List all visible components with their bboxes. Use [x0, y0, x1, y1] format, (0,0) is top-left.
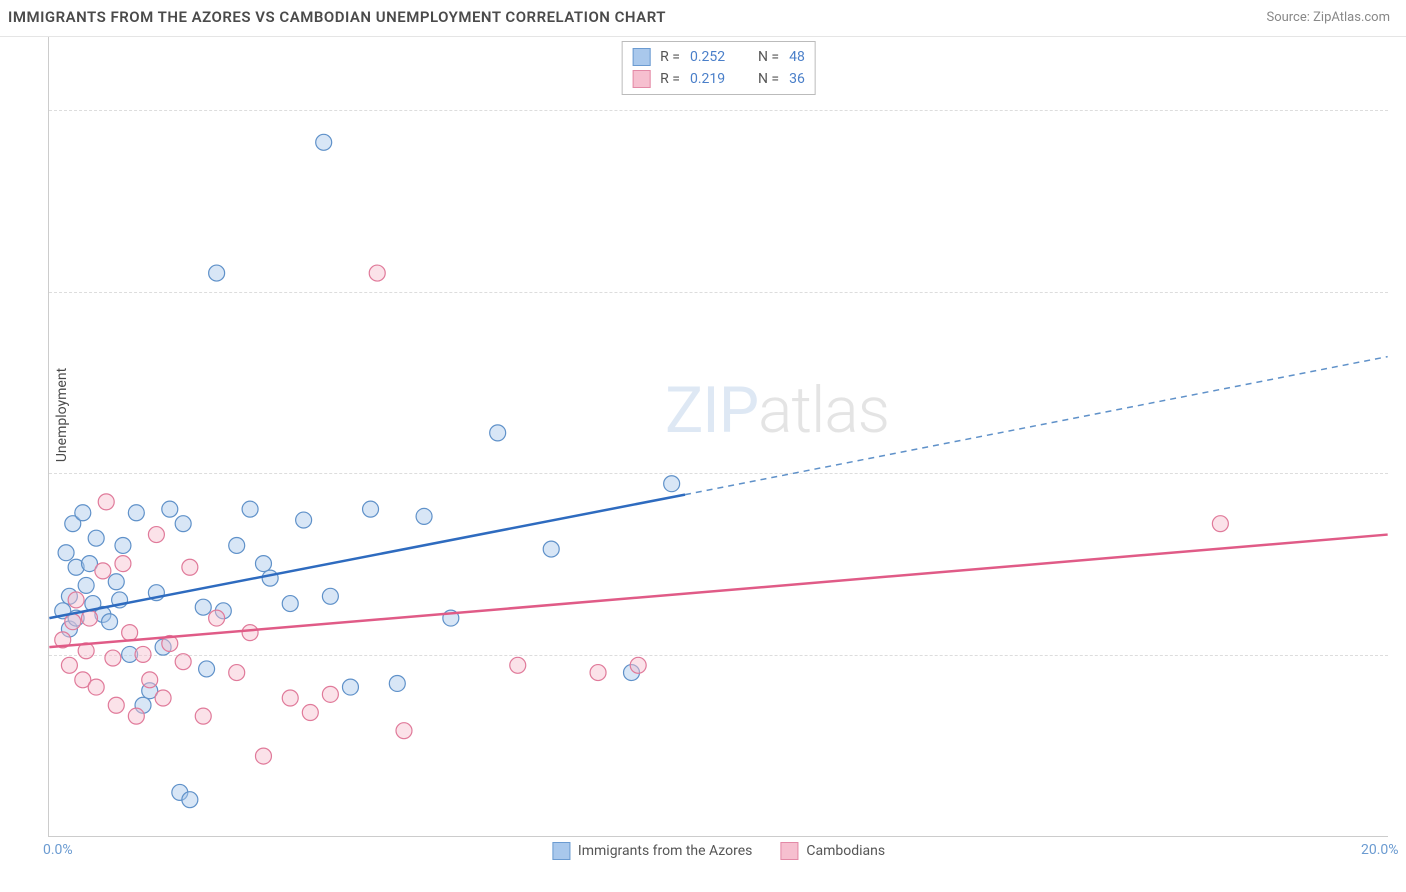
n-label: N = [758, 49, 779, 65]
legend-swatch [552, 842, 570, 860]
data-point [389, 675, 405, 691]
legend-series-item: Cambodians [780, 842, 885, 860]
data-point [182, 792, 198, 808]
n-value: 48 [789, 49, 805, 65]
data-point [182, 559, 198, 575]
data-point [396, 723, 412, 739]
header-bar: IMMIGRANTS FROM THE AZORES VS CAMBODIAN … [0, 0, 1406, 37]
data-point [68, 592, 84, 608]
data-point [128, 708, 144, 724]
data-point [543, 541, 559, 557]
data-point [590, 665, 606, 681]
data-point [316, 134, 332, 150]
data-point [229, 665, 245, 681]
data-point [209, 610, 225, 626]
x-tick-label: 20.0% [1361, 842, 1399, 858]
source-name: ZipAtlas.com [1313, 10, 1390, 25]
legend-swatch [632, 70, 650, 88]
data-point [302, 705, 318, 721]
data-point [242, 625, 258, 641]
data-point [195, 599, 211, 615]
data-point [490, 425, 506, 441]
data-point [102, 614, 118, 630]
data-point [296, 512, 312, 528]
data-point [209, 265, 225, 281]
data-point [282, 596, 298, 612]
legend-series-item: Immigrants from the Azores [552, 842, 752, 860]
data-point [148, 527, 164, 543]
trend-line-extension [685, 357, 1388, 495]
data-point [262, 570, 278, 586]
legend-series-label: Cambodians [806, 843, 885, 859]
legend-correlation: R = 0.252 N = 48 R = 0.219 N = 36 [621, 41, 816, 95]
legend-swatch [632, 48, 650, 66]
data-point [175, 516, 191, 532]
legend-swatch [780, 842, 798, 860]
data-point [88, 530, 104, 546]
data-point [58, 545, 74, 561]
data-point [255, 748, 271, 764]
data-point [75, 505, 91, 521]
source-prefix: Source: [1266, 10, 1313, 25]
data-point [142, 672, 158, 688]
data-point [105, 650, 121, 666]
n-value: 36 [789, 71, 805, 87]
data-point [242, 501, 258, 517]
data-point [108, 574, 124, 590]
data-point [229, 537, 245, 553]
data-point [155, 690, 171, 706]
data-point [128, 505, 144, 521]
data-point [78, 577, 94, 593]
data-point [162, 501, 178, 517]
r-label: R = [660, 71, 680, 87]
r-label: R = [660, 49, 680, 65]
data-point [630, 657, 646, 673]
data-point [122, 625, 138, 641]
data-point [199, 661, 215, 677]
data-point [115, 556, 131, 572]
data-point [363, 501, 379, 517]
scatter-plot [49, 37, 1388, 836]
data-point [135, 646, 151, 662]
data-point [108, 697, 124, 713]
data-point [195, 708, 211, 724]
data-point [88, 679, 104, 695]
n-label: N = [758, 71, 779, 87]
chart-title: IMMIGRANTS FROM THE AZORES VS CAMBODIAN … [8, 8, 666, 26]
data-point [282, 690, 298, 706]
legend-correlation-row: R = 0.252 N = 48 [632, 46, 805, 68]
data-point [416, 508, 432, 524]
data-point [664, 476, 680, 492]
data-point [369, 265, 385, 281]
data-point [1212, 516, 1228, 532]
data-point [61, 657, 77, 673]
data-point [322, 686, 338, 702]
legend-correlation-row: R = 0.219 N = 36 [632, 68, 805, 90]
legend-series: Immigrants from the Azores Cambodians [552, 842, 885, 860]
data-point [255, 556, 271, 572]
x-tick-label: 0.0% [43, 842, 73, 858]
source-label: Source: ZipAtlas.com [1266, 10, 1390, 25]
legend-series-label: Immigrants from the Azores [578, 843, 752, 859]
data-point [322, 588, 338, 604]
data-point [175, 654, 191, 670]
data-point [342, 679, 358, 695]
data-point [115, 537, 131, 553]
data-point [95, 563, 111, 579]
trend-line [49, 535, 1387, 648]
data-point [98, 494, 114, 510]
chart-area: Unemployment 5.0%10.0%15.0%20.0% 0.0%20.… [48, 37, 1388, 837]
r-value: 0.219 [690, 71, 740, 87]
data-point [65, 614, 81, 630]
data-point [510, 657, 526, 673]
r-value: 0.252 [690, 49, 740, 65]
